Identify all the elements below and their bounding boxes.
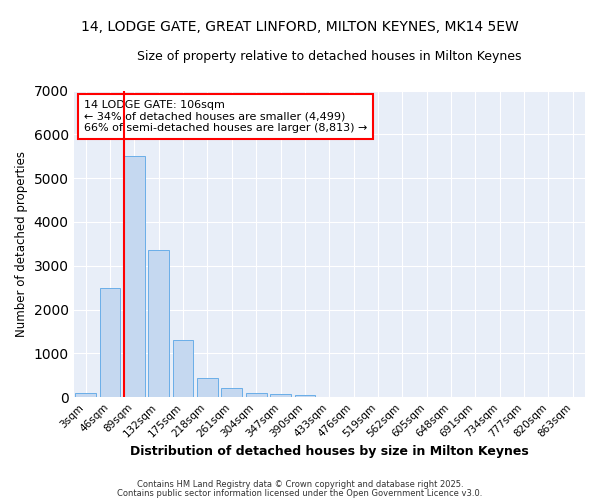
Bar (295, 395, 315, 397)
X-axis label: Distribution of detached houses by size in Milton Keynes: Distribution of detached houses by size … (130, 444, 529, 458)
Text: Contains public sector information licensed under the Open Government Licence v3: Contains public sector information licen… (118, 488, 482, 498)
Title: Size of property relative to detached houses in Milton Keynes: Size of property relative to detached ho… (137, 50, 521, 63)
Bar (173, 340, 193, 397)
Y-axis label: Number of detached properties: Number of detached properties (15, 151, 28, 337)
Bar (246, 393, 266, 397)
Bar (76, 393, 96, 397)
Bar (148, 250, 169, 397)
Bar (270, 394, 291, 397)
Text: 14 LODGE GATE: 106sqm
← 34% of detached houses are smaller (4,499)
66% of semi-d: 14 LODGE GATE: 106sqm ← 34% of detached … (84, 100, 367, 133)
Text: 14, LODGE GATE, GREAT LINFORD, MILTON KEYNES, MK14 5EW: 14, LODGE GATE, GREAT LINFORD, MILTON KE… (81, 20, 519, 34)
Text: Contains HM Land Registry data © Crown copyright and database right 2025.: Contains HM Land Registry data © Crown c… (137, 480, 463, 489)
Bar (100, 288, 121, 397)
Bar (124, 156, 145, 397)
Bar (197, 378, 218, 397)
Bar (221, 388, 242, 397)
